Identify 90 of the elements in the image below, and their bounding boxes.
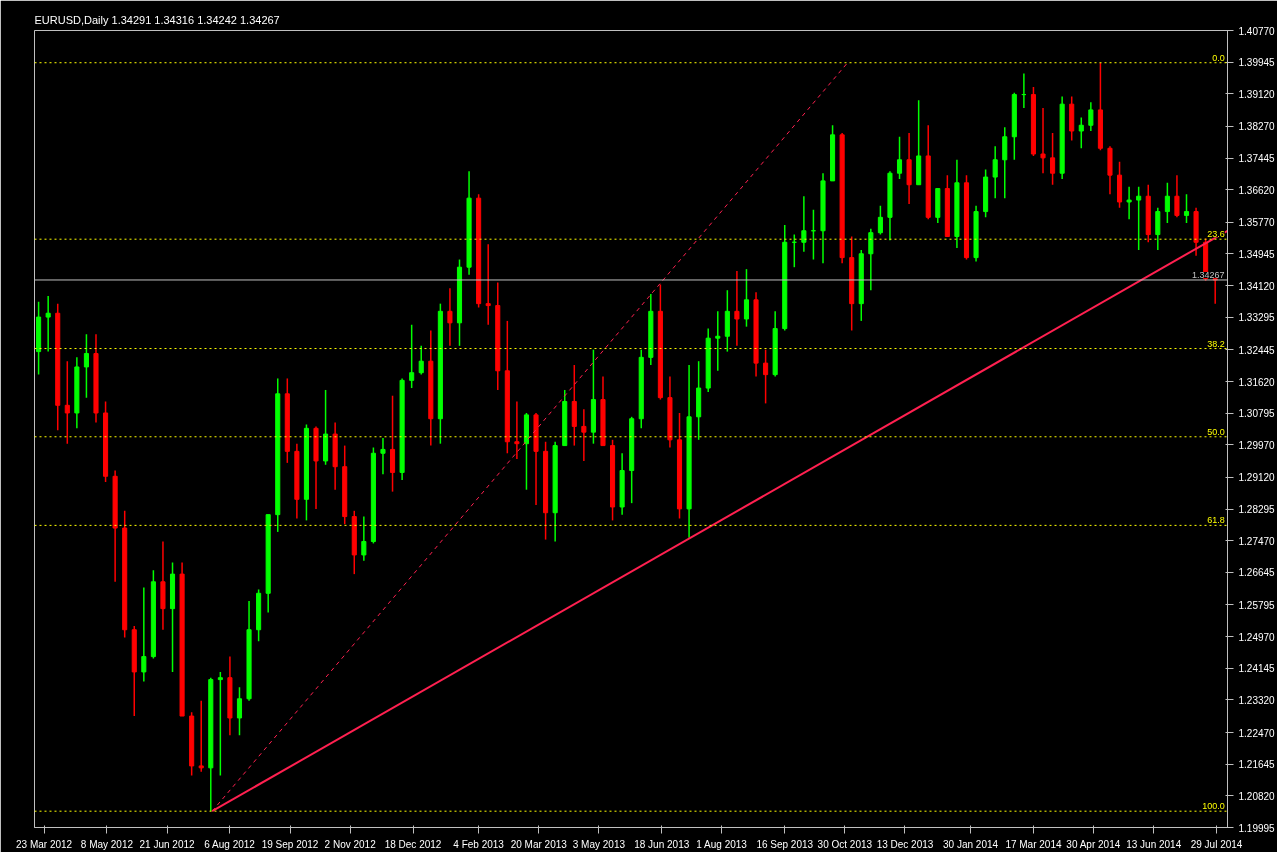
y-tick-label: 1.19995 bbox=[1238, 822, 1276, 834]
y-tick-label: 1.33295 bbox=[1238, 312, 1276, 324]
candlestick bbox=[447, 287, 453, 347]
y-tick-label: 1.36620 bbox=[1238, 184, 1276, 196]
x-tick-label: 8 May 2012 bbox=[80, 838, 134, 850]
candlestick bbox=[877, 205, 883, 236]
candlestick bbox=[1126, 185, 1132, 220]
candlestick bbox=[409, 324, 415, 389]
y-tick-label: 1.20820 bbox=[1238, 790, 1276, 802]
x-tick-label: 29 Jul 2014 bbox=[1190, 838, 1243, 850]
candlestick bbox=[514, 400, 520, 460]
y-tick-label: 1.27470 bbox=[1238, 535, 1276, 547]
candlestick bbox=[198, 699, 204, 773]
y-tick-label: 1.22470 bbox=[1238, 727, 1276, 739]
y-tick-label: 1.35770 bbox=[1238, 217, 1276, 229]
x-tick-label: 13 Dec 2013 bbox=[876, 838, 934, 850]
y-tick-label: 1.38270 bbox=[1238, 121, 1276, 133]
x-tick-label: 21 Jun 2012 bbox=[139, 838, 196, 850]
candlestick bbox=[45, 295, 51, 353]
y-tick-label: 1.26645 bbox=[1238, 567, 1276, 579]
x-tick-label: 19 Sep 2012 bbox=[261, 838, 319, 850]
y-tick-label: 1.29970 bbox=[1238, 439, 1276, 451]
candlestick bbox=[801, 195, 807, 253]
y-tick-label: 1.39120 bbox=[1238, 88, 1276, 100]
candlestick bbox=[896, 136, 903, 180]
x-tick-label: 16 Sep 2013 bbox=[756, 838, 814, 850]
candlestick bbox=[763, 348, 769, 405]
candlestick bbox=[361, 515, 367, 562]
candlestick bbox=[1136, 185, 1142, 251]
candlestick bbox=[389, 394, 396, 493]
annotation: 100.0 bbox=[1202, 801, 1225, 812]
x-tick-label: 30 Apr 2014 bbox=[1066, 838, 1121, 850]
y-tick-label: 1.25795 bbox=[1238, 599, 1276, 611]
y-tick-label: 1.28295 bbox=[1238, 504, 1276, 516]
candlestick bbox=[868, 228, 874, 291]
x-tick-label: 17 Mar 2014 bbox=[1005, 838, 1062, 850]
x-tick-label: 2 Nov 2012 bbox=[324, 838, 377, 850]
candlestick bbox=[1155, 206, 1161, 251]
candlestick bbox=[485, 243, 491, 326]
x-tick-label: 18 Jun 2013 bbox=[634, 838, 690, 850]
candlestick bbox=[734, 270, 740, 347]
candlestick bbox=[1002, 126, 1008, 199]
candlestick bbox=[64, 360, 70, 445]
chart-title: EURUSD,Daily 1.34291 1.34316 1.34242 1.34267 bbox=[34, 13, 280, 26]
candlestick bbox=[1078, 116, 1084, 150]
candlestick bbox=[380, 437, 386, 476]
x-tick-label: 30 Oct 2013 bbox=[817, 838, 873, 850]
y-tick-label: 1.32445 bbox=[1238, 344, 1276, 356]
y-tick-label: 1.34120 bbox=[1238, 280, 1276, 292]
annotation: 50.0 bbox=[1207, 426, 1225, 437]
y-tick-label: 1.23320 bbox=[1238, 694, 1276, 706]
y-tick-label: 1.31620 bbox=[1238, 376, 1276, 388]
x-tick-label: 23 Mar 2012 bbox=[15, 838, 73, 850]
y-tick-label: 1.30795 bbox=[1238, 408, 1276, 420]
candlestick bbox=[581, 408, 587, 462]
x-tick-label: 30 Jan 2014 bbox=[943, 838, 999, 850]
candlestick bbox=[141, 586, 147, 683]
y-tick-label: 1.24145 bbox=[1238, 663, 1276, 675]
candlestick bbox=[1183, 193, 1190, 224]
x-tick-label: 4 Feb 2013 bbox=[453, 838, 505, 850]
x-tick-label: 3 May 2013 bbox=[572, 838, 626, 850]
annotation: 38.2 bbox=[1207, 338, 1225, 349]
y-tick-label: 1.39945 bbox=[1238, 57, 1276, 69]
y-tick-label: 1.21645 bbox=[1238, 759, 1276, 771]
ref-line-label: 1.34267 bbox=[1191, 269, 1225, 280]
candlestick bbox=[217, 671, 223, 777]
y-tick-label: 1.37445 bbox=[1238, 153, 1276, 165]
candlestick bbox=[236, 686, 243, 736]
candlestick bbox=[83, 333, 89, 399]
candlestick bbox=[743, 268, 750, 328]
candlestick bbox=[715, 310, 721, 372]
candlestick bbox=[1050, 132, 1056, 186]
y-tick-label: 1.24970 bbox=[1238, 631, 1276, 643]
candlestick bbox=[1174, 174, 1180, 219]
x-tick-label: 20 Mar 2013 bbox=[510, 838, 568, 850]
candlestick bbox=[1088, 101, 1094, 132]
y-tick-label: 1.34945 bbox=[1238, 248, 1276, 260]
x-tick-label: 1 Aug 2013 bbox=[696, 838, 748, 850]
y-tick-label: 1.40770 bbox=[1238, 25, 1276, 37]
y-tick-label: 1.29120 bbox=[1238, 472, 1276, 484]
candlestick bbox=[418, 345, 424, 376]
x-tick-label: 13 Jun 2014 bbox=[1126, 838, 1182, 850]
annotation: 0.0 bbox=[1212, 52, 1225, 63]
candlestick bbox=[992, 145, 998, 199]
x-tick-label: 6 Aug 2012 bbox=[204, 838, 256, 850]
annotation: 23.6 bbox=[1207, 229, 1225, 240]
x-tick-label: 18 Dec 2012 bbox=[384, 838, 442, 850]
candlestick bbox=[1164, 182, 1170, 224]
candlestick bbox=[1040, 107, 1046, 174]
annotation: 61.8 bbox=[1207, 515, 1225, 526]
